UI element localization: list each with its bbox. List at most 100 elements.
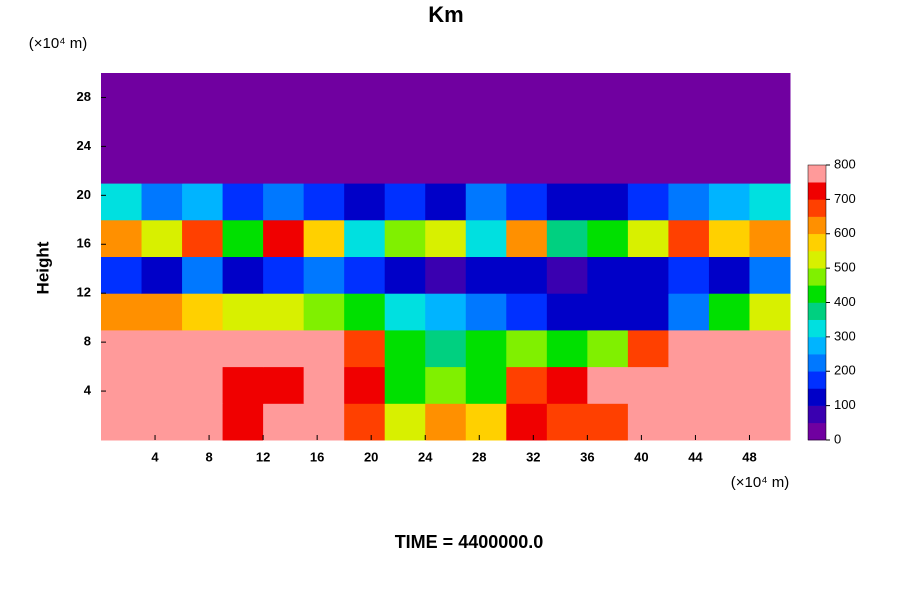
cell [263, 183, 305, 221]
cell [425, 183, 467, 221]
cell [425, 293, 467, 331]
cell [384, 329, 426, 368]
cell [303, 146, 345, 184]
cell [465, 146, 507, 184]
cell [668, 146, 710, 184]
cell [749, 256, 791, 294]
cell [101, 256, 143, 294]
cell [425, 73, 467, 111]
cell [668, 366, 710, 404]
x-tick-label: 4 [151, 449, 159, 464]
cell [506, 183, 548, 221]
cell [506, 329, 548, 368]
cell [344, 256, 386, 294]
cell [384, 146, 426, 184]
cell [101, 146, 143, 184]
colorbar-band [808, 354, 826, 372]
cell [303, 109, 345, 147]
colorbar-tick-label: 300 [834, 328, 856, 343]
cell [222, 146, 264, 184]
cell [263, 329, 305, 368]
cell [384, 366, 426, 404]
cell [182, 183, 224, 221]
cell [182, 366, 224, 404]
cell [668, 219, 710, 257]
cell [708, 256, 750, 294]
cell [506, 146, 548, 184]
cell [344, 146, 386, 184]
cell [627, 366, 669, 404]
colorbar-tick-label: 800 [834, 156, 856, 171]
cell [384, 293, 426, 331]
cell [425, 219, 467, 257]
cell [384, 256, 426, 294]
cell [263, 403, 305, 441]
cell [587, 403, 629, 441]
cell [465, 293, 507, 331]
cell [587, 109, 629, 147]
colorbar-band [808, 405, 826, 424]
cell [465, 256, 507, 294]
cell [222, 73, 264, 111]
cell [101, 329, 143, 368]
cell [749, 109, 791, 147]
footer: TIME = 4400000.0 [395, 532, 544, 552]
cell [141, 366, 183, 404]
colorbar-band [808, 319, 826, 338]
y-tick-label: 24 [77, 138, 92, 153]
chart-title: Km [428, 2, 463, 27]
cell [222, 219, 264, 257]
cell [384, 73, 426, 111]
cell [101, 183, 143, 221]
cell [546, 219, 588, 257]
cell [182, 219, 224, 257]
cell [222, 293, 264, 331]
cell [263, 293, 305, 331]
x-tick-label: 32 [526, 449, 540, 464]
cell [425, 366, 467, 404]
colorbar-tick-label: 700 [834, 191, 856, 206]
cell [101, 73, 143, 111]
cell [263, 73, 305, 111]
cell [182, 146, 224, 184]
cell [587, 183, 629, 221]
y-tick-label: 20 [77, 187, 91, 202]
cell [344, 403, 386, 441]
cell [425, 146, 467, 184]
cell [546, 329, 588, 368]
cell [303, 183, 345, 221]
colorbar-band [808, 182, 826, 200]
cell [182, 73, 224, 111]
cell [546, 293, 588, 331]
cell [263, 256, 305, 294]
cell [465, 403, 507, 441]
cell [627, 293, 669, 331]
cell [141, 329, 183, 368]
cell [708, 73, 750, 111]
cell [101, 293, 143, 331]
cell [749, 183, 791, 221]
colorbar-band [808, 371, 826, 389]
x-tick-label: 16 [310, 449, 324, 464]
cell [425, 329, 467, 368]
cell [749, 293, 791, 331]
cell [668, 109, 710, 147]
cell [465, 109, 507, 147]
cell [587, 293, 629, 331]
cell [546, 366, 588, 404]
cell [141, 183, 183, 221]
cell [749, 73, 791, 111]
cell [303, 366, 345, 404]
cell [506, 403, 548, 441]
cell [101, 403, 143, 441]
cell [627, 146, 669, 184]
cell [344, 73, 386, 111]
cell [708, 366, 750, 404]
x-tick-label: 40 [634, 449, 648, 464]
cell [749, 366, 791, 404]
y-tick-label: 16 [77, 236, 91, 251]
cell [222, 366, 264, 404]
x-tick-label: 12 [256, 449, 270, 464]
